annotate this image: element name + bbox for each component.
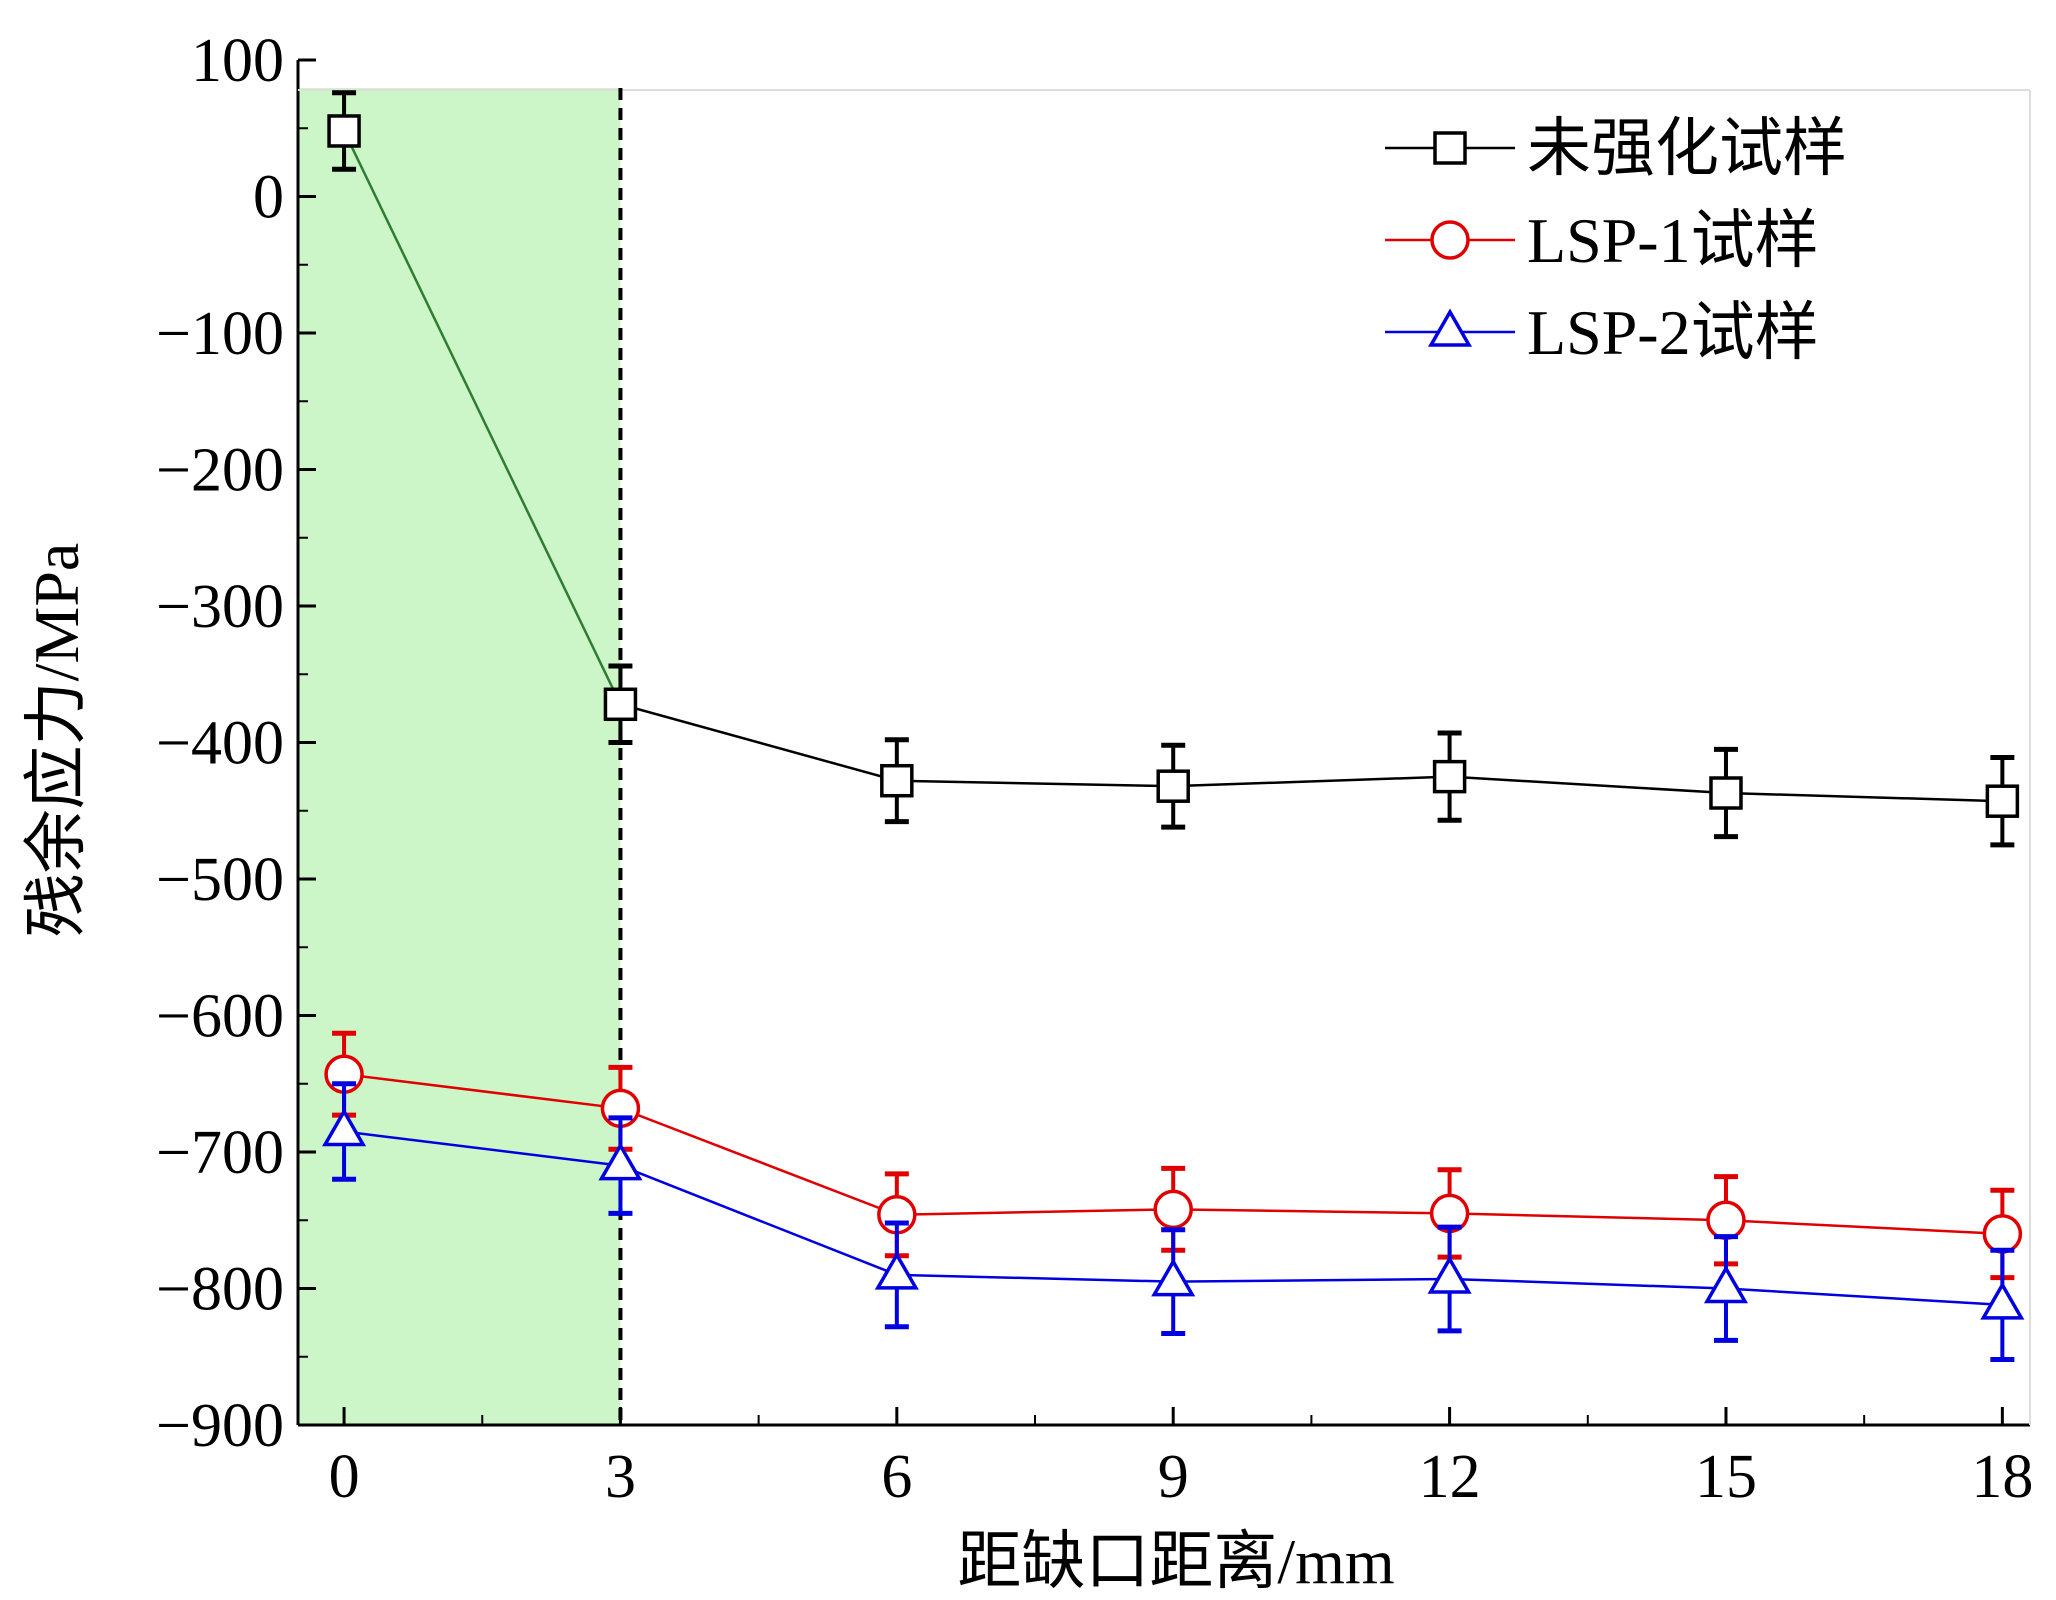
x-tick-label: 15 (1695, 1443, 1757, 1511)
series-line-segment (343, 1130, 621, 1167)
legend-item: 未强化试样 (1385, 113, 1847, 184)
y-axis: 100 0 −100 −200 −300 −400 −500 −600 −700 −800 −900 (156, 27, 316, 1460)
series-line-segment (1725, 1219, 2003, 1236)
x-tick-label: 3 (605, 1443, 636, 1511)
series-line-segment (1449, 1212, 1727, 1222)
data-point (1706, 1200, 1746, 1240)
legend: 未强化试样 LSP-1试样 LSP-2试样 (1385, 113, 1847, 368)
y-tick-label: −400 (156, 710, 284, 778)
y-tick-label: −700 (156, 1119, 284, 1187)
series-line-segment (343, 1072, 621, 1110)
y-axis-title: 残余应力/MPa (21, 543, 92, 938)
data-point (1427, 1255, 1472, 1294)
data-point (1982, 1214, 2023, 1254)
x-tick-label: 6 (881, 1443, 912, 1511)
legend-label: LSP-2试样 (1527, 297, 1819, 368)
data-point (1153, 1189, 1193, 1230)
series-square (327, 90, 2020, 848)
series-line-segment (1173, 775, 1450, 788)
data-point (1433, 131, 1467, 165)
series-line-segment (1173, 1277, 1450, 1283)
y-tick-label: −600 (156, 983, 284, 1051)
data-point (1709, 776, 1743, 810)
y-tick-label: −900 (156, 1392, 284, 1460)
data-point (874, 1251, 919, 1290)
x-tick-label: 12 (1419, 1443, 1481, 1511)
data-point (327, 114, 361, 148)
data-point (1156, 769, 1190, 803)
series-line-segment (619, 1107, 898, 1216)
data-point (322, 1108, 367, 1147)
series-layer (322, 90, 2025, 1362)
series-line-segment (1449, 775, 1727, 795)
series-line-segment (896, 779, 1174, 788)
data-point (598, 1142, 643, 1181)
x-tick-label: 0 (329, 1443, 360, 1511)
y-tick-label: −300 (156, 573, 284, 641)
data-point (1427, 308, 1473, 347)
data-point (1703, 1264, 1749, 1304)
data-point (1151, 1258, 1196, 1297)
series-line-segment (342, 130, 622, 705)
data-point (1432, 759, 1467, 794)
x-axis: 0 3 6 9 12 15 18 (329, 1407, 2033, 1511)
data-point (1980, 1281, 2025, 1320)
legend-item: LSP-1试样 (1385, 205, 1819, 276)
series-line-segment (619, 1164, 898, 1277)
y-tick-label: −200 (156, 437, 284, 505)
x-axis-title: 距缺口距离/mm (957, 1526, 1394, 1597)
x-tick-label: 18 (1971, 1443, 2033, 1511)
y-tick-label: 100 (191, 27, 284, 95)
data-point (1430, 220, 1470, 260)
series-triangle (322, 1081, 2025, 1362)
x-tick-label: 9 (1158, 1443, 1189, 1511)
highlight-region-fill (298, 88, 621, 1425)
series-line-segment (1725, 791, 2003, 803)
series-line-segment (1725, 1287, 2003, 1307)
y-tick-label: 0 (253, 164, 284, 232)
data-point (880, 763, 914, 798)
legend-label: LSP-1试样 (1527, 205, 1819, 276)
data-point (1985, 784, 2020, 818)
legend-item: LSP-2试样 (1385, 297, 1819, 368)
highlight-region (298, 88, 621, 1425)
data-point (603, 687, 638, 722)
y-tick-label: −100 (156, 300, 284, 368)
series-line-segment (896, 1273, 1174, 1283)
y-tick-label: −800 (156, 1256, 284, 1324)
y-tick-label: −500 (156, 846, 284, 914)
series-line-segment (896, 1208, 1174, 1217)
series-line-segment (1173, 1208, 1450, 1215)
series-line-segment (620, 703, 898, 782)
series-line-segment (1449, 1277, 1727, 1290)
legend-label: 未强化试样 (1527, 113, 1847, 184)
